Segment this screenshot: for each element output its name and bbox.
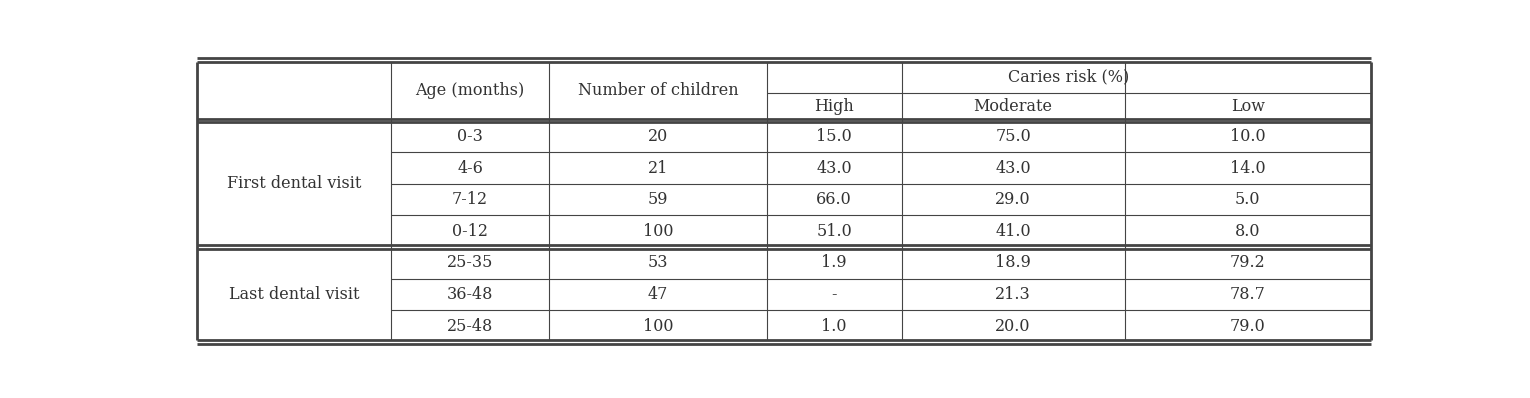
Text: 43.0: 43.0 xyxy=(994,160,1031,177)
Text: 47: 47 xyxy=(647,286,669,303)
Text: 75.0: 75.0 xyxy=(994,128,1031,145)
Text: 29.0: 29.0 xyxy=(994,191,1031,208)
Text: 10.0: 10.0 xyxy=(1230,128,1265,145)
Text: Number of children: Number of children xyxy=(578,82,739,99)
Text: High: High xyxy=(814,98,854,115)
Text: 1.9: 1.9 xyxy=(822,254,846,271)
Text: 14.0: 14.0 xyxy=(1230,160,1265,177)
Text: Low: Low xyxy=(1230,98,1265,115)
Text: 0-3: 0-3 xyxy=(457,128,483,145)
Text: Caries risk (%): Caries risk (%) xyxy=(1008,68,1129,85)
Text: Last dental visit: Last dental visit xyxy=(230,286,360,303)
Text: 41.0: 41.0 xyxy=(994,223,1031,240)
Text: 36-48: 36-48 xyxy=(447,286,493,303)
Text: 5.0: 5.0 xyxy=(1235,191,1261,208)
Text: 100: 100 xyxy=(643,223,673,240)
Text: 25-35: 25-35 xyxy=(447,254,493,271)
Text: 20: 20 xyxy=(647,128,669,145)
Text: 1.0: 1.0 xyxy=(822,318,846,335)
Text: 21.3: 21.3 xyxy=(994,286,1031,303)
Text: 53: 53 xyxy=(647,254,669,271)
Text: 79.2: 79.2 xyxy=(1230,254,1265,271)
Text: 66.0: 66.0 xyxy=(815,191,852,208)
Text: 79.0: 79.0 xyxy=(1230,318,1265,335)
Text: First dental visit: First dental visit xyxy=(226,176,361,192)
Text: 4-6: 4-6 xyxy=(457,160,483,177)
Text: Moderate: Moderate xyxy=(973,98,1053,115)
Text: 20.0: 20.0 xyxy=(996,318,1031,335)
Text: 7-12: 7-12 xyxy=(451,191,488,208)
Text: 51.0: 51.0 xyxy=(815,223,852,240)
Text: 15.0: 15.0 xyxy=(815,128,852,145)
Text: 21: 21 xyxy=(647,160,669,177)
Text: 100: 100 xyxy=(643,318,673,335)
Text: 18.9: 18.9 xyxy=(994,254,1031,271)
Text: 0-12: 0-12 xyxy=(451,223,488,240)
Text: 8.0: 8.0 xyxy=(1235,223,1261,240)
Text: 25-48: 25-48 xyxy=(447,318,493,335)
Text: Age (months): Age (months) xyxy=(416,82,525,99)
Text: -: - xyxy=(831,286,837,303)
Text: 78.7: 78.7 xyxy=(1230,286,1265,303)
Text: 59: 59 xyxy=(647,191,669,208)
Text: 43.0: 43.0 xyxy=(815,160,852,177)
